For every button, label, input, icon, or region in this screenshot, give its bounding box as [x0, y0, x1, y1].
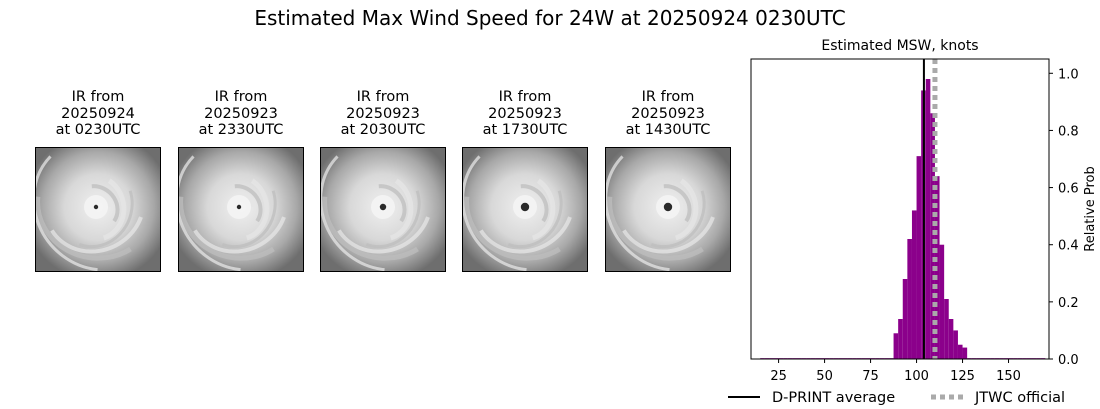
ir-panel-5: IR from 20250923 at 1430UTC	[605, 89, 731, 272]
reference-lines	[922, 59, 938, 359]
histogram-bar	[907, 239, 912, 359]
histogram-bar	[925, 79, 931, 359]
x-tick-label: 150	[996, 369, 1021, 384]
histogram-bar	[944, 299, 949, 359]
figure-title: Estimated Max Wind Speed for 24W at 2025…	[254, 6, 846, 30]
y-axis-label: Relative Prob	[1083, 166, 1098, 251]
x-axis-ticks: 25 50 75 100 125 150	[770, 359, 1021, 384]
storm-eye	[520, 202, 530, 212]
y-tick-label: 0.8	[1058, 124, 1079, 139]
legend-label: JTWC official	[974, 390, 1065, 406]
histogram-bar	[939, 244, 945, 359]
ir-satellite-image	[320, 147, 446, 272]
x-tick-label: 50	[816, 369, 833, 384]
storm-eye	[93, 204, 99, 210]
ir-panel-4: IR from 20250923 at 1730UTC	[462, 89, 588, 272]
storm-eye	[379, 203, 387, 211]
ir-satellite-image	[178, 147, 304, 272]
ir-satellite-image	[462, 147, 588, 272]
ir-panel-2: IR from 20250923 at 2330UTC	[178, 89, 304, 272]
ir-panel-3: IR from 20250923 at 2030UTC	[320, 89, 446, 272]
y-tick-label: 0.6	[1058, 182, 1079, 197]
x-tick-label: 100	[904, 369, 929, 384]
ir-caption: IR from 20250923 at 2330UTC	[198, 89, 284, 138]
legend-label: D-PRINT average	[772, 390, 895, 406]
y-tick-label: 0.2	[1058, 296, 1079, 311]
histogram-bar	[957, 344, 963, 359]
y-tick-label: 0.4	[1058, 239, 1079, 254]
legend: D-PRINT average JTWC official	[728, 390, 1065, 406]
x-tick-label: 75	[862, 369, 879, 384]
ir-caption: IR from 20250924 at 0230UTC	[55, 89, 141, 138]
histogram-bar	[962, 347, 968, 359]
x-tick-label: 25	[770, 369, 787, 384]
chart-title: Estimated MSW, knots	[821, 38, 978, 54]
histogram-bar	[948, 319, 954, 359]
histogram-bar	[911, 210, 917, 359]
y-tick-label: 0.0	[1058, 353, 1079, 368]
histogram-bar	[902, 279, 908, 359]
histogram-bar	[898, 319, 903, 359]
y-axis-ticks: 0.0 0.2 0.4 0.6 0.8 1.0	[1049, 67, 1079, 368]
histogram-bar	[930, 113, 935, 360]
histogram-bar	[916, 156, 922, 359]
ir-caption: IR from 20250923 at 2030UTC	[340, 89, 426, 138]
ir-satellite-image	[35, 147, 161, 272]
ir-panel-1: IR from 20250924 at 0230UTC	[35, 89, 161, 272]
ir-caption: IR from 20250923 at 1430UTC	[625, 89, 711, 138]
histogram-bar	[953, 330, 958, 359]
plot-frame	[750, 58, 1050, 360]
histogram-bars	[760, 79, 1046, 360]
histogram-bar	[893, 333, 899, 359]
x-tick-label: 125	[950, 369, 975, 384]
ir-caption: IR from 20250923 at 1730UTC	[482, 89, 568, 138]
storm-eye	[236, 204, 242, 210]
y-tick-label: 1.0	[1058, 67, 1079, 82]
storm-eye	[663, 202, 673, 212]
ir-satellite-image	[605, 147, 731, 272]
